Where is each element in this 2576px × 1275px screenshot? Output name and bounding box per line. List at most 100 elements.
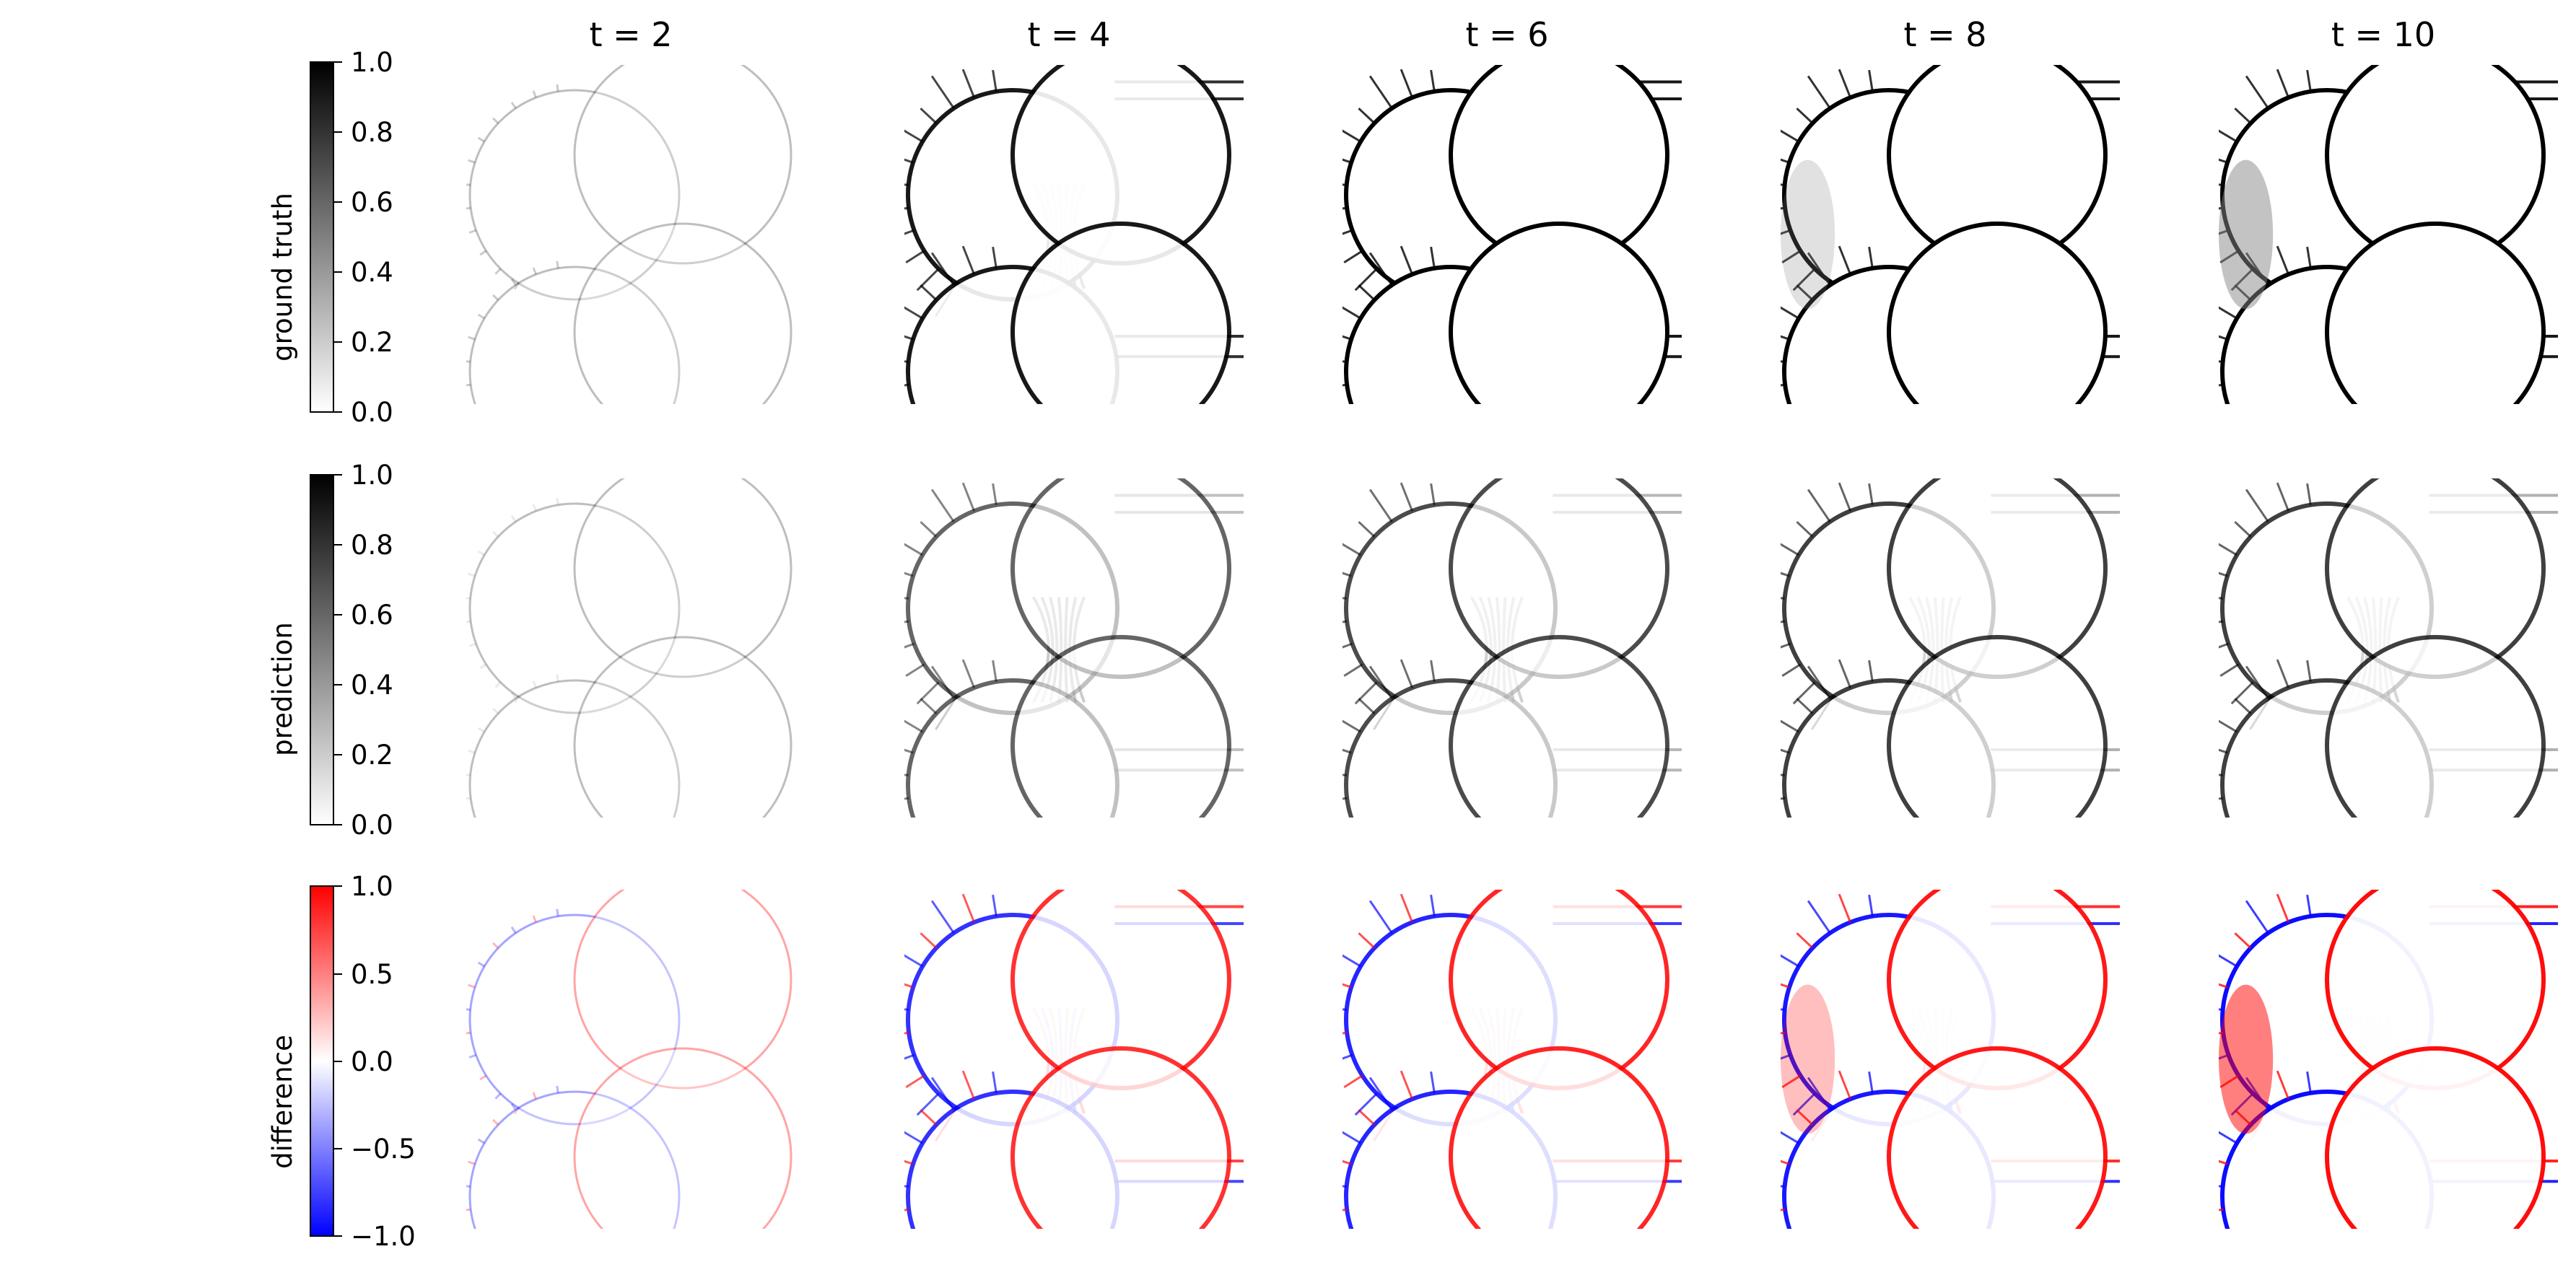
spike	[466, 597, 471, 600]
spike	[1807, 252, 1831, 286]
tick-label: 0.6	[351, 600, 393, 631]
tick-label: 1.0	[351, 871, 393, 902]
spike	[494, 681, 502, 688]
cookie-lobe	[468, 502, 681, 714]
spike	[1781, 748, 1790, 754]
spike	[466, 183, 471, 186]
spike	[1838, 245, 1852, 275]
spike	[1807, 665, 1831, 699]
colorbar-ground-truth	[310, 61, 334, 413]
spike	[904, 571, 914, 577]
spike	[1781, 335, 1790, 341]
spike	[992, 246, 997, 269]
spike	[904, 306, 923, 320]
tick-label: 0.4	[351, 670, 393, 701]
spike	[1781, 642, 1791, 649]
cookie-lobe	[468, 913, 681, 1126]
spike	[515, 873, 518, 879]
spike	[2219, 748, 2228, 754]
spike	[1782, 841, 1800, 853]
spike	[2306, 246, 2312, 269]
spike	[2232, 859, 2253, 881]
spike	[1342, 543, 1361, 556]
tick-label: 0.0	[351, 1046, 393, 1077]
spike	[917, 446, 939, 468]
spike	[2220, 841, 2238, 853]
spike	[1430, 69, 1436, 92]
spike	[1342, 129, 1361, 143]
spike	[905, 1074, 925, 1089]
spike	[904, 1160, 914, 1165]
spike	[906, 841, 924, 853]
spike	[1796, 284, 1814, 301]
spike	[1355, 859, 1377, 881]
panel-prediction-4	[1781, 478, 2120, 853]
spike	[1781, 206, 1786, 210]
spike	[1838, 69, 1852, 98]
spike	[1355, 446, 1377, 468]
spike	[1781, 954, 1799, 968]
spike	[1400, 245, 1414, 275]
tick-label: 0.8	[351, 530, 393, 561]
cookie-main	[1449, 1046, 1669, 1229]
cookie-main	[1010, 635, 1231, 818]
spike	[1781, 1074, 1802, 1089]
spike	[2219, 306, 2237, 320]
cookie-main	[2325, 635, 2546, 818]
cookie-main	[2325, 222, 2546, 404]
spike	[1838, 659, 1852, 688]
spike	[1344, 428, 1362, 439]
cookie-main	[573, 636, 793, 818]
spike	[2219, 983, 2228, 989]
cookie	[2192, 222, 2546, 420]
spike	[1781, 1160, 1790, 1165]
tick-label: 0.0	[351, 810, 393, 841]
spike	[920, 698, 938, 714]
spike	[2219, 774, 2223, 776]
panel-background	[466, 65, 805, 404]
spike	[1781, 250, 1802, 264]
spike	[1342, 642, 1353, 649]
spike	[1342, 1160, 1352, 1165]
panel-background	[466, 478, 805, 818]
spike	[532, 90, 538, 98]
spike	[904, 748, 914, 754]
spike	[2219, 1031, 2224, 1035]
spike	[2306, 1071, 2312, 1094]
spike	[1781, 620, 1786, 623]
tick-label: −0.5	[351, 1134, 416, 1165]
spike	[515, 460, 518, 465]
spike	[1316, 1232, 1353, 1245]
spike	[1868, 483, 1874, 506]
tick-label: 0.2	[351, 327, 393, 358]
spike	[1430, 894, 1436, 917]
tick-label: 0.0	[351, 397, 393, 428]
spike	[1400, 659, 1414, 688]
spike	[1807, 488, 1831, 522]
spike	[1358, 698, 1376, 714]
spike	[469, 1232, 476, 1234]
spike	[2192, 407, 2229, 420]
colorbar-ticks-prediction: 0.0 0.2 0.4 0.6 0.8 1.0	[333, 460, 393, 841]
row-label-ground-truth: ground truth	[267, 193, 298, 362]
spike	[904, 543, 923, 556]
colorbar-ticks-ground-truth: 0.0 0.2 0.4 0.6 0.8 1.0	[333, 47, 393, 428]
spike	[2219, 620, 2224, 623]
spike	[1400, 893, 1414, 923]
spike	[556, 674, 559, 683]
spike	[961, 1070, 976, 1100]
spike	[904, 954, 923, 968]
spike	[930, 252, 955, 286]
spike	[1781, 543, 1799, 556]
spike	[904, 360, 909, 363]
spike	[466, 206, 471, 210]
spike	[1796, 698, 1814, 714]
spike	[479, 1074, 487, 1081]
spike	[1342, 1053, 1353, 1060]
spike	[1343, 250, 1363, 264]
spike	[1838, 893, 1852, 923]
spike	[2306, 894, 2312, 917]
spike	[2219, 1185, 2223, 1188]
spike	[510, 926, 517, 934]
